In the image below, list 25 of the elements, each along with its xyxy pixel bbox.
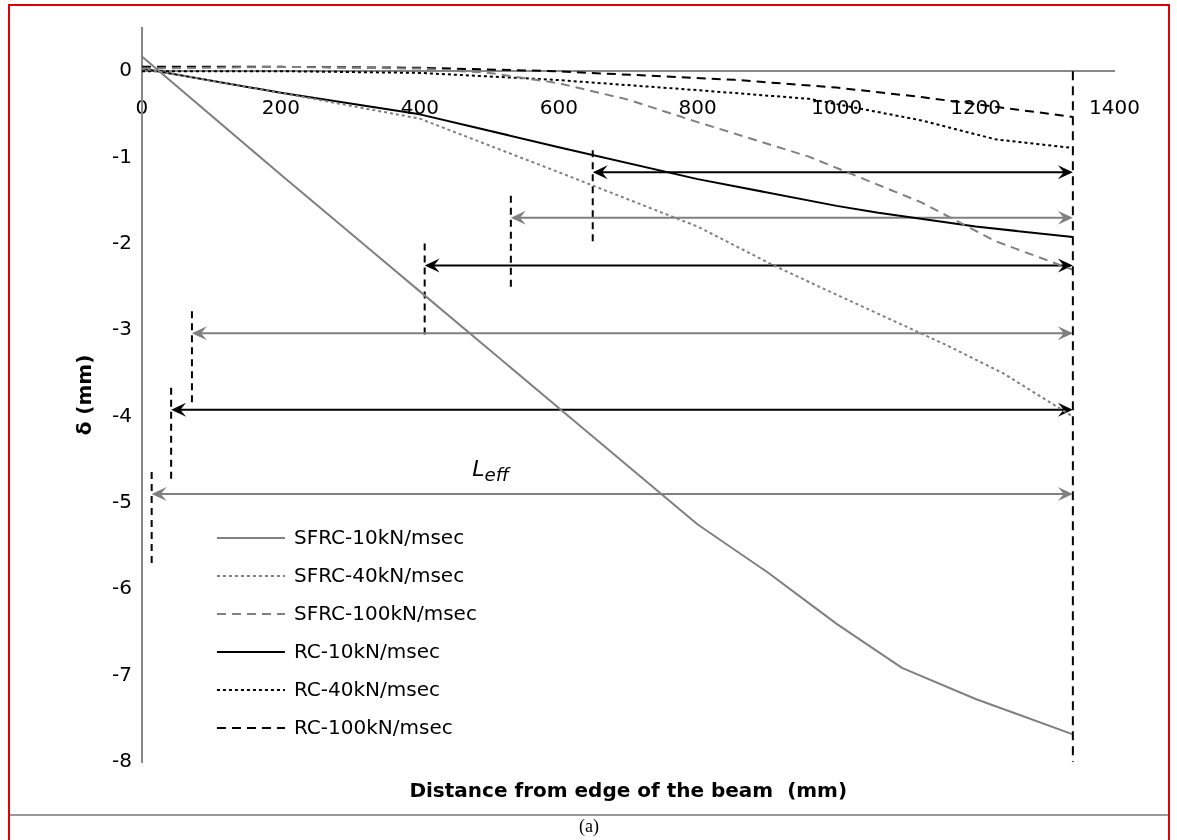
x-tick-label: 600 (539, 95, 578, 120)
legend-label: RC-100kN/msec (293, 715, 453, 740)
x-tick-label: 400 (400, 95, 439, 120)
x-tick-label: 200 (261, 95, 300, 120)
y-tick-label: 0 (119, 57, 132, 82)
y-tick-label: -4 (111, 402, 132, 427)
y-axis-title: δ (mm) (72, 354, 97, 436)
legend-label: SFRC-10kN/msec (293, 525, 465, 550)
y-tick-label: -6 (111, 575, 132, 600)
legend-label: SFRC-40kN/msec (293, 563, 465, 588)
x-tick-label: 800 (678, 95, 717, 120)
annotation: L$_{eff}$ (472, 456, 510, 486)
y-tick-label: -7 (111, 661, 132, 686)
x-axis-title: Distance from edge of the beam (mm) (409, 778, 848, 803)
text: (a) (578, 816, 600, 838)
y-tick-label: -1 (111, 143, 132, 168)
x-tick-label: 1400 (1089, 95, 1140, 120)
legend-label: SFRC-100kN/msec (293, 601, 477, 626)
x-tick-label: 1000 (811, 95, 863, 120)
y-tick-label: -3 (111, 316, 132, 341)
y-tick-label: -5 (111, 489, 132, 514)
legend-label: RC-10kN/msec (293, 639, 440, 664)
y-tick-label: -2 (111, 230, 132, 255)
y-tick-label: -8 (111, 748, 132, 773)
legend-label: RC-40kN/msec (293, 677, 440, 702)
